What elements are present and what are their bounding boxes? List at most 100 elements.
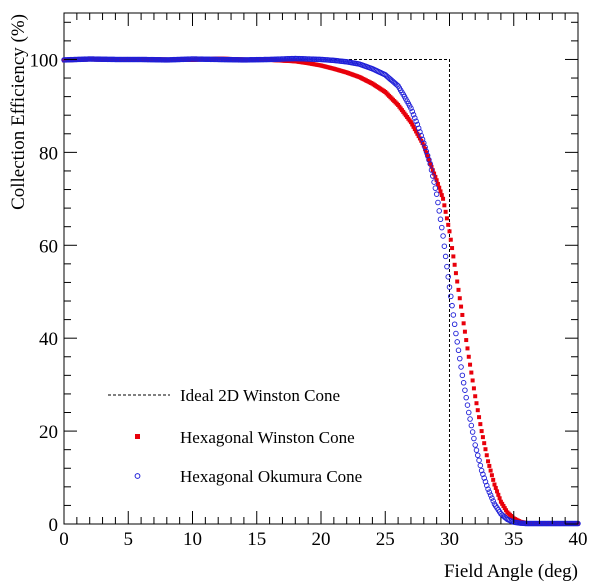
data-point (472, 442, 478, 448)
data-point (446, 284, 453, 290)
data-point (448, 237, 453, 242)
data-point (419, 136, 426, 143)
series-hexagonal-okumura-cone (61, 55, 581, 527)
data-point (482, 441, 487, 446)
data-point (446, 222, 451, 227)
data-point (414, 121, 421, 128)
data-point (443, 209, 448, 214)
legend-label-hexagonal-winston-cone: Hexagonal Winston Cone (180, 428, 355, 447)
legend: Ideal 2D Winston Cone Hexagonal Winston … (108, 386, 362, 486)
legend-label-ideal-2d-winston-cone: Ideal 2D Winston Cone (180, 386, 340, 405)
data-point (482, 478, 489, 485)
data-point (428, 161, 433, 166)
data-point (459, 372, 466, 379)
data-point (451, 254, 456, 259)
data-point (496, 492, 501, 497)
data-point (457, 296, 462, 301)
data-point (484, 453, 489, 458)
data-point (410, 111, 417, 118)
data-point (460, 312, 465, 317)
data-point (473, 394, 478, 399)
x-tick-label: 40 (569, 529, 588, 550)
data-point (469, 429, 476, 435)
data-point (441, 243, 448, 249)
data-point (455, 279, 460, 284)
data-point (475, 452, 481, 458)
data-point (415, 131, 420, 136)
data-point (438, 189, 443, 194)
data-point (466, 354, 471, 359)
data-point (432, 185, 439, 191)
x-tick-label: 30 (440, 529, 459, 550)
data-point (477, 415, 482, 420)
data-point (410, 122, 415, 127)
data-point (478, 422, 483, 427)
x-tick-label: 35 (504, 529, 523, 550)
data-point (498, 499, 503, 504)
data-point (442, 253, 449, 260)
data-point (473, 447, 480, 453)
data-point (480, 471, 486, 478)
plot-frame (63, 12, 579, 525)
data-point (484, 482, 490, 489)
axes-layer: 0 5 10 15 20 25 30 35 40 0 20 40 60 80 100 (30, 13, 588, 550)
data-point (444, 263, 450, 270)
data-point (433, 191, 440, 197)
x-tick-label: 10 (183, 529, 202, 550)
data-point (413, 118, 419, 124)
legend-marker-hexagonal-winston-cone (135, 434, 140, 439)
data-point (471, 435, 477, 442)
data-point (455, 347, 462, 354)
data-point (430, 173, 436, 179)
data-point (439, 224, 445, 231)
data-point (424, 150, 429, 155)
data-point (419, 138, 424, 143)
data-point (432, 171, 437, 176)
x-tick-label: 15 (247, 529, 266, 550)
data-point (491, 477, 496, 482)
data-point (457, 355, 463, 362)
data-point (474, 401, 479, 406)
series-ideal-2d-winston-cone (64, 58, 450, 524)
data-point (489, 473, 494, 478)
data-point (471, 386, 476, 391)
data-point (464, 402, 471, 408)
data-point (468, 362, 473, 367)
x-axis-label: Field Angle (deg) (444, 561, 578, 582)
data-point (489, 495, 495, 501)
data-point (427, 161, 433, 167)
series-hexagonal-winston-cone (62, 56, 580, 526)
data-point (441, 196, 446, 201)
data-point (439, 193, 444, 198)
legend-marker-hexagonal-okumura-cone (134, 473, 141, 479)
y-tick-label: 20 (39, 422, 58, 443)
data-point (469, 370, 474, 375)
x-tick-label: 5 (124, 529, 134, 550)
data-point (450, 246, 455, 251)
data-point (465, 346, 470, 351)
data-point (430, 168, 435, 173)
data-point (451, 321, 458, 327)
data-point (504, 508, 509, 513)
data-point (414, 129, 419, 134)
data-point (412, 115, 418, 121)
data-point (448, 293, 454, 300)
data-point (412, 127, 417, 132)
data-point (458, 364, 464, 370)
data-line (64, 58, 450, 524)
data-point (476, 457, 482, 464)
data-point (500, 501, 505, 506)
data-point (477, 462, 484, 469)
data-point (418, 132, 424, 139)
data-point (502, 506, 507, 511)
data-point (493, 485, 498, 490)
data-point (415, 125, 422, 131)
data-point (481, 475, 487, 481)
data-point (488, 468, 493, 473)
data-point (434, 178, 439, 183)
data-point (486, 459, 491, 464)
data-point (417, 129, 423, 135)
data-point (437, 185, 442, 190)
data-point (408, 120, 413, 125)
